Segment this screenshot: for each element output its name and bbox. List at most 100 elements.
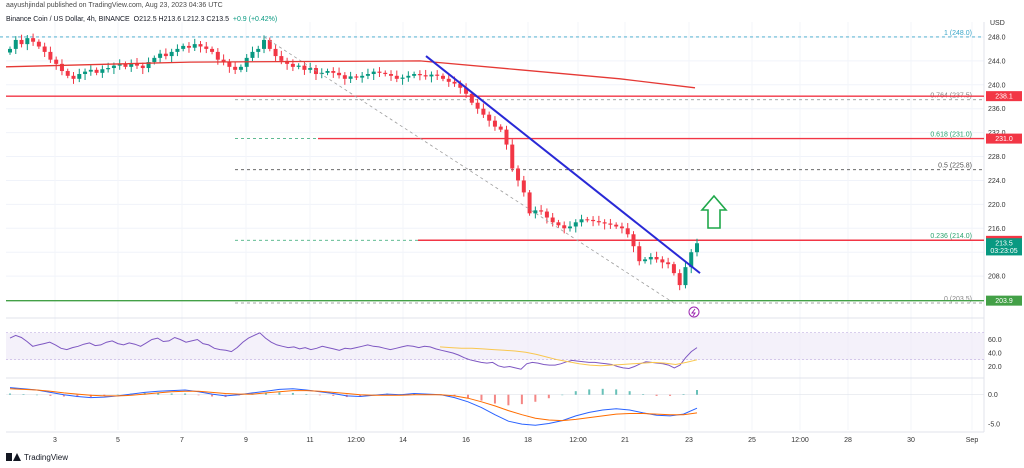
macd-histogram-bar [628,391,631,395]
macd-histogram-bar [278,392,281,395]
candle-body [25,38,30,45]
candle-body [360,75,365,78]
time-tick: 28 [844,437,852,444]
candle-body [285,60,290,64]
candle-body [671,264,676,274]
candle-body [440,75,445,79]
price-badge [986,295,1022,306]
flash-icon-glyph [691,308,696,317]
macd-histogram-bar [655,394,658,396]
candle-body [660,259,665,263]
price-badge [986,133,1022,144]
macd-histogram-bar [332,394,335,396]
candle-body [371,71,376,75]
price-badge [986,245,1022,256]
time-tick: 23 [685,437,693,444]
candle-body [54,59,59,64]
candle-body [573,222,578,227]
macd-histogram-bar [103,394,106,396]
time-tick: 14 [399,437,407,444]
candle-body [683,267,688,286]
candle-body [464,87,469,94]
candle-body [42,46,47,52]
fib-level-label: 0.618 (231.0) [930,132,972,139]
candle-body [377,71,382,73]
candle-body [192,44,197,48]
candle-body [383,72,388,75]
candle-body [654,256,659,260]
candle-body [48,51,53,60]
candle-body [533,210,538,214]
candle-body [221,59,226,63]
macd-histogram-bar [615,389,618,395]
candle-body [8,48,12,53]
candle-body [429,74,434,77]
time-tick: 9 [244,437,248,444]
candle-body [365,74,370,76]
price-change: +0.9 (+0.42%) [232,16,278,23]
price-tick: 240.0 [988,82,1006,89]
candle-body [527,192,532,214]
price-tick: 220.0 [988,202,1006,209]
candle-body [666,262,671,265]
candle-body [123,63,128,67]
candle-body [186,45,191,48]
candle-body [342,75,347,79]
candle-body [210,48,215,52]
candle-body [452,81,457,84]
candle-body [267,39,272,49]
candle-body [516,168,521,181]
chart-grid [6,22,985,432]
flash-icon [688,306,700,318]
macd-histogram-bar [534,394,537,402]
candle-body [331,71,336,73]
time-tick: 11 [306,437,313,444]
candle-body [435,74,440,76]
candle-body [556,222,561,226]
tradingview-logo-icon [6,452,21,462]
candle-body [36,41,41,47]
candle-body [135,63,140,66]
candle-body [19,39,24,45]
time-tick: 18 [524,437,532,444]
candle-body [227,62,232,67]
macd-histogram-bar [318,394,321,396]
macd-histogram-bar [35,394,38,396]
macd-histogram-bar [49,394,52,396]
time-tick: 3 [53,437,57,444]
candle-body [637,246,642,262]
tradingview-footer[interactable]: TradingView [6,452,68,462]
macd-histogram-bar [520,394,523,405]
macd-histogram-bar [89,394,92,398]
candle-body [83,71,88,75]
candle-body [475,102,480,109]
candle-body [233,66,238,70]
overlays [5,36,728,318]
macd-histogram-bar [359,394,362,397]
candle-body [510,144,515,169]
rsi-tick: 60.0 [988,337,1002,344]
candle-body [256,48,261,52]
fib-level-label: 0.236 (214.0) [930,233,972,240]
candle-body [539,210,544,212]
candle-body [262,39,267,49]
price-badge-label: 238.1 [995,94,1013,101]
price-badge [986,238,1022,249]
candle-body [481,108,486,115]
candle-body [71,75,76,79]
candle-body [492,120,497,127]
macd-histogram-bar [9,393,11,395]
macd-histogram-bar [493,394,496,404]
macd-histogram-bar [76,394,79,398]
time-tick: 30 [907,437,915,444]
candle-body [111,65,116,69]
candle-body [498,126,503,130]
candle-body [400,77,405,79]
price-levels: 1 (248.0)0.764 (237.5)0.618 (231.0)0.5 (… [0,30,984,304]
candle-body [602,222,607,224]
rsi-tick: 40.0 [988,351,1002,358]
candle-body [591,219,596,222]
candle-body [319,72,324,75]
candle-body [406,75,411,78]
